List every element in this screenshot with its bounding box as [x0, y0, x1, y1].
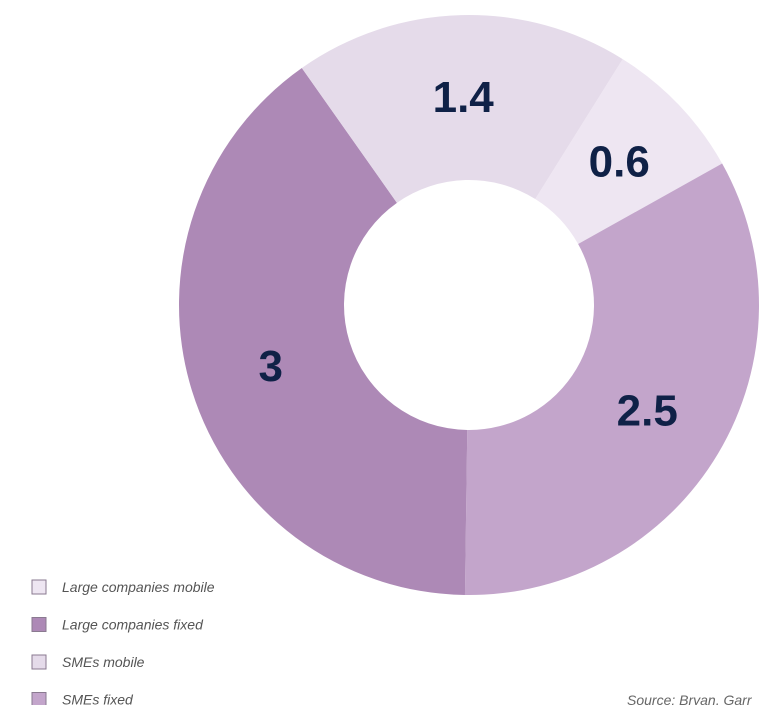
- value-label: 3: [259, 342, 283, 391]
- legend-label: Large companies fixed: [62, 617, 204, 633]
- legend-swatch: [31, 692, 47, 705]
- legend-swatch: [31, 579, 47, 595]
- donut-slice: [178, 68, 468, 595]
- donut-slice: [464, 163, 759, 596]
- value-label: 2.5: [617, 387, 678, 436]
- legend-label: SMEs fixed: [62, 692, 134, 705]
- value-label: 1.4: [433, 73, 495, 122]
- legend-label: Large companies mobile: [62, 579, 215, 595]
- donut-slice: [535, 59, 723, 245]
- legend-swatch: [31, 654, 47, 670]
- donut-slice: [301, 14, 623, 203]
- source-note: Source: Bryan, Garr: [627, 692, 753, 705]
- value-label: 0.6: [589, 137, 650, 186]
- legend-label: SMEs mobile: [62, 654, 145, 670]
- legend-swatch: [31, 617, 47, 632]
